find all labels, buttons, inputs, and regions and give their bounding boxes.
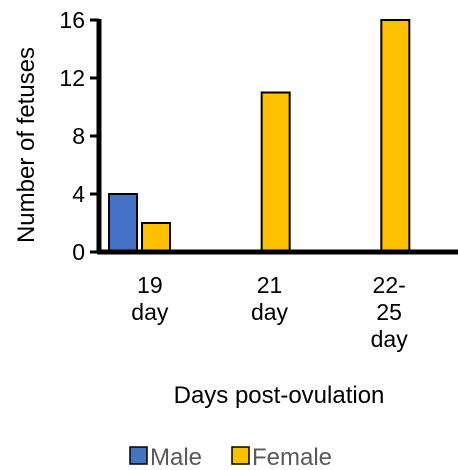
y-tick-label: 0 <box>72 239 85 265</box>
y-tick-label: 16 <box>59 7 85 33</box>
x-tick-label-line: 22- <box>373 272 406 298</box>
bar-female-2 <box>380 19 411 253</box>
legend-swatch-male <box>129 446 148 465</box>
bar-male-0 <box>108 193 138 253</box>
bar-female-1 <box>260 91 291 253</box>
x-tick-label-line: day <box>131 299 169 325</box>
x-tick-label: 22-25 day <box>371 272 409 352</box>
x-tick-label-line: 19 <box>137 272 163 298</box>
x-tick-label-line: 25 <box>376 299 402 325</box>
x-tick-label: 19 day <box>131 272 169 325</box>
legend-label-male: Male <box>150 444 202 470</box>
x-tick-label-line: day <box>251 299 289 325</box>
y-tick-label: 8 <box>72 123 85 149</box>
legend-label-female: Female <box>252 444 332 470</box>
y-axis-title: Number of fetuses <box>13 47 40 243</box>
legend: Male Female <box>129 444 332 470</box>
x-tick-label: 21 day <box>251 272 289 325</box>
legend-swatch-female <box>231 446 250 465</box>
y-tick-label: 12 <box>59 65 85 91</box>
y-tick-label: 4 <box>72 181 85 207</box>
x-tick-label-line: 21 <box>257 272 283 298</box>
x-tick-label-line: day <box>371 326 409 352</box>
bar-female-0 <box>141 222 171 253</box>
x-axis-title: Days post-ovulation <box>174 382 385 409</box>
